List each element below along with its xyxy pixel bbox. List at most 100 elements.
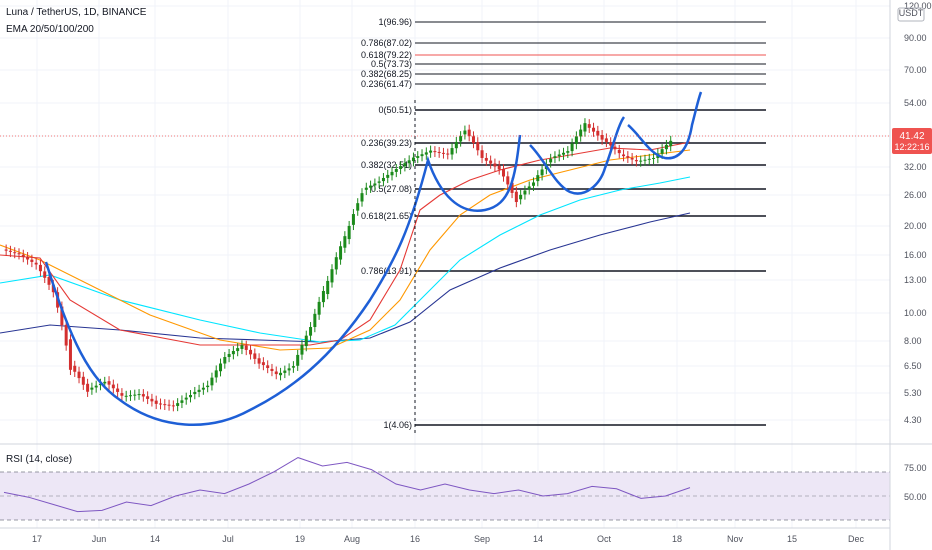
candle-body xyxy=(523,190,527,195)
candle-body xyxy=(394,169,398,172)
candle-body xyxy=(364,187,368,190)
candle-body xyxy=(647,158,651,160)
candle-body xyxy=(283,370,287,373)
candle-body xyxy=(116,388,120,392)
candle-body xyxy=(4,249,8,251)
candle-body xyxy=(339,246,343,260)
candle-body xyxy=(64,324,68,346)
candle-body xyxy=(240,345,244,349)
candle-body xyxy=(206,385,210,388)
candle-body xyxy=(356,203,360,211)
fib-level-label: 0.618(79.22) xyxy=(361,50,412,60)
candle-body xyxy=(583,123,587,132)
candle-body xyxy=(463,130,467,135)
candle-body xyxy=(111,384,115,389)
candle-body xyxy=(497,165,501,170)
rsi-title[interactable]: RSI (14, close) xyxy=(6,454,72,465)
candle-body xyxy=(446,153,450,155)
candle-body xyxy=(184,397,188,400)
candle-body xyxy=(124,395,128,397)
candle-body xyxy=(532,182,536,186)
rsi-pane xyxy=(0,443,932,521)
candle-body xyxy=(163,404,167,406)
fib-level-label: 1(4.06) xyxy=(383,420,412,430)
candle-body xyxy=(484,157,488,161)
candle-body xyxy=(21,254,25,258)
candle-body xyxy=(313,313,317,328)
time-axis-label: 15 xyxy=(787,534,797,544)
candle-body xyxy=(193,391,197,395)
candle-body xyxy=(643,159,647,161)
currency-label: USDT xyxy=(899,8,924,18)
time-axis[interactable]: 17 Jun 14 Jul 19 Aug 16 Sep 14 Oct 18 Nov 15 Dec xyxy=(32,534,865,544)
ema100-line xyxy=(0,176,691,343)
candle-body xyxy=(107,381,111,385)
candle-body xyxy=(334,257,338,270)
price-axis-label: 54.00 xyxy=(904,98,927,108)
candle-body xyxy=(351,214,355,225)
candle-body xyxy=(467,129,471,137)
time-axis-label: Sep xyxy=(474,534,490,544)
candle-body xyxy=(579,129,583,137)
candle-body xyxy=(664,144,668,150)
cup-pattern-drawing[interactable] xyxy=(44,134,522,426)
cup-pattern-drawing[interactable] xyxy=(627,91,703,160)
candle-body xyxy=(274,371,278,375)
bar-countdown: 12:22:16 xyxy=(894,142,929,152)
candle-body xyxy=(141,394,145,397)
candle-body xyxy=(253,353,257,359)
candle-body xyxy=(279,372,283,376)
candle-body xyxy=(98,383,102,386)
candle-body xyxy=(501,169,505,177)
candle-body xyxy=(8,250,12,252)
candle-body xyxy=(450,148,454,155)
candle-body xyxy=(489,160,493,164)
candle-body xyxy=(81,376,85,385)
current-price-value: 41.42 xyxy=(899,131,924,142)
price-axis[interactable]: 120.00 90.00 70.00 54.00 32.00 26.00 20.00 16.0… xyxy=(904,1,932,425)
candle-body xyxy=(180,400,184,403)
price-axis-label: 70.00 xyxy=(904,65,927,75)
candle-body xyxy=(549,158,553,163)
price-axis-label: 10.00 xyxy=(904,308,927,318)
candle-body xyxy=(47,277,51,285)
candle-body xyxy=(270,368,274,372)
candle-body xyxy=(26,257,30,260)
candle-body xyxy=(77,371,81,379)
time-axis-label: 19 xyxy=(295,534,305,544)
candle-body xyxy=(94,385,98,388)
candle-body xyxy=(639,160,643,162)
cup-pattern-drawing[interactable] xyxy=(529,116,626,195)
candle-body xyxy=(73,365,77,372)
candle-body xyxy=(154,400,158,404)
candle-body xyxy=(424,152,428,155)
indicator-title[interactable]: EMA 20/50/100/200 xyxy=(6,24,94,35)
fib-level-label: 1(96.96) xyxy=(378,17,412,27)
ema200-line xyxy=(0,212,691,343)
time-axis-label: 16 xyxy=(410,534,420,544)
candle-body xyxy=(309,327,313,336)
candle-body xyxy=(60,306,64,326)
candle-body xyxy=(411,157,415,162)
candle-body xyxy=(609,142,613,146)
candle-body xyxy=(103,381,107,384)
fib-level-label: 0.236(39.23) xyxy=(361,138,412,148)
candle-body xyxy=(261,362,265,366)
candle-body xyxy=(68,339,72,370)
symbol-title[interactable]: Luna / TetherUS, 1D, BINANCE xyxy=(6,7,147,18)
candle-body xyxy=(13,252,17,254)
candle-body xyxy=(231,351,235,355)
candle-body xyxy=(587,124,591,128)
candle-body xyxy=(90,387,94,390)
ema20-line xyxy=(0,141,691,346)
candle-body xyxy=(287,368,291,371)
rsi-axis-label-50: 50.00 xyxy=(904,492,927,502)
candle-body xyxy=(454,141,458,149)
fib-level-label: 0.382(68.25) xyxy=(361,69,412,79)
candle-body xyxy=(592,127,596,132)
candle-body xyxy=(326,280,330,295)
candle-body xyxy=(471,136,475,144)
candle-body xyxy=(266,365,270,369)
candle-body xyxy=(197,389,201,392)
